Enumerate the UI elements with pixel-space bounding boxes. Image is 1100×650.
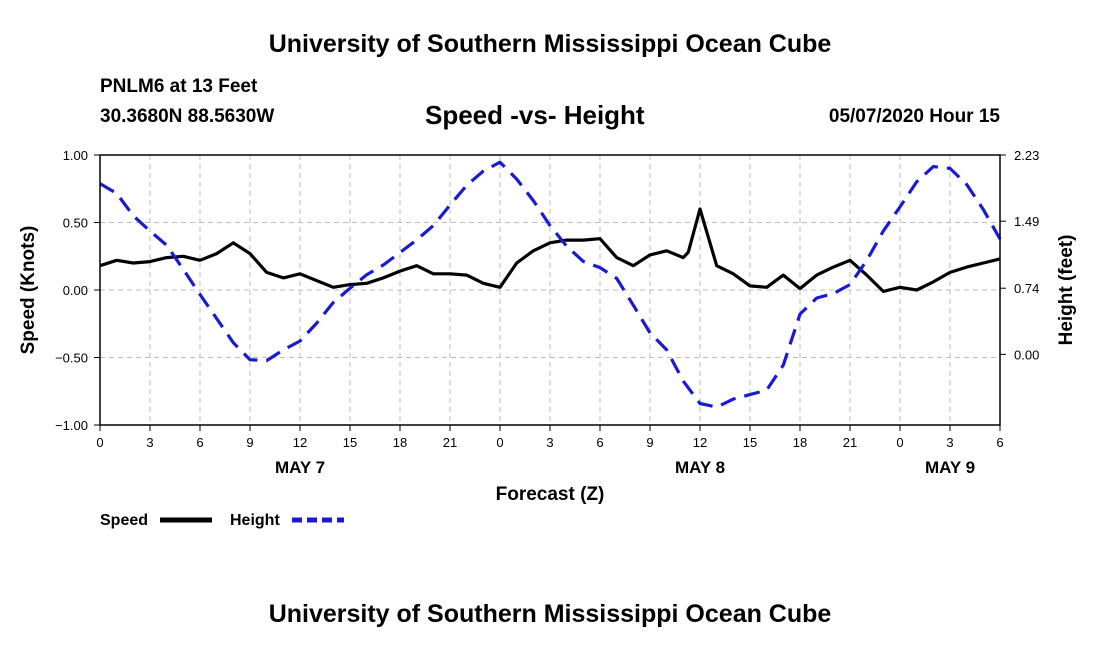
- datetime-label: 05/07/2020 Hour 15: [828, 106, 1000, 127]
- right-y-tick-label: 2.23: [1014, 148, 1039, 163]
- legend-label-speed: Speed: [100, 512, 148, 529]
- x-tick-label: 21: [843, 435, 857, 450]
- x-tick-label: 18: [393, 435, 407, 450]
- x-tick-label: 21: [443, 435, 457, 450]
- x-axis-label: Forecast (Z): [496, 484, 605, 505]
- x-tick-label: 3: [146, 435, 153, 450]
- x-tick-label: 3: [546, 435, 553, 450]
- x-tick-label: 0: [496, 435, 503, 450]
- legend-label-height: Height: [230, 512, 280, 529]
- bottom-title: University of Southern Mississippi Ocean…: [268, 600, 832, 628]
- axis-layer: 0 3 6 9 12 15 18 21 0 3 6 9 12 15 18 21 0 3 6 1.00 0.50 0.00 −…: [55, 148, 1039, 477]
- station-label: PNLM6 at 13 Feet: [100, 76, 258, 97]
- x-tick-label: 15: [743, 435, 757, 450]
- right-y-tick-label: 0.00: [1014, 347, 1039, 362]
- grid-layer: [100, 155, 1000, 425]
- right-y-tick-label: 1.49: [1014, 214, 1039, 229]
- x-tick-label: 12: [693, 435, 707, 450]
- right-axis-label: Height (feet): [1056, 235, 1077, 346]
- x-tick-label: 0: [896, 435, 903, 450]
- left-y-tick-label: 1.00: [63, 148, 88, 163]
- coords-label: 30.3680N 88.5630W: [100, 106, 275, 127]
- x-tick-label: 6: [196, 435, 203, 450]
- x-tick-label: 0: [96, 435, 103, 450]
- day-label: MAY 8: [675, 458, 725, 477]
- left-y-tick-label: 0.50: [63, 216, 88, 231]
- chart-title: Speed -vs- Height: [425, 100, 645, 130]
- left-y-tick-label: 0.00: [63, 283, 88, 298]
- x-tick-label: 18: [793, 435, 807, 450]
- x-tick-label: 6: [596, 435, 603, 450]
- left-axis-label: Speed (Knots): [18, 226, 39, 355]
- series-layer: [99, 160, 1002, 409]
- top-title: University of Southern Mississippi Ocean…: [268, 30, 832, 58]
- x-tick-label: 15: [343, 435, 357, 450]
- left-y-tick-label: −0.50: [55, 351, 88, 366]
- series-line-speed: [99, 207, 1001, 293]
- x-tick-label: 9: [646, 435, 653, 450]
- series-line-height: [99, 160, 1002, 409]
- x-tick-label: 12: [293, 435, 307, 450]
- x-tick-label: 9: [246, 435, 253, 450]
- x-tick-label: 3: [946, 435, 953, 450]
- day-label: MAY 9: [925, 458, 975, 477]
- left-y-tick-label: −1.00: [55, 418, 88, 433]
- x-tick-label: 6: [996, 435, 1003, 450]
- day-label: MAY 7: [275, 458, 325, 477]
- legend: Speed Height: [100, 512, 344, 529]
- right-y-tick-label: 0.74: [1014, 281, 1039, 296]
